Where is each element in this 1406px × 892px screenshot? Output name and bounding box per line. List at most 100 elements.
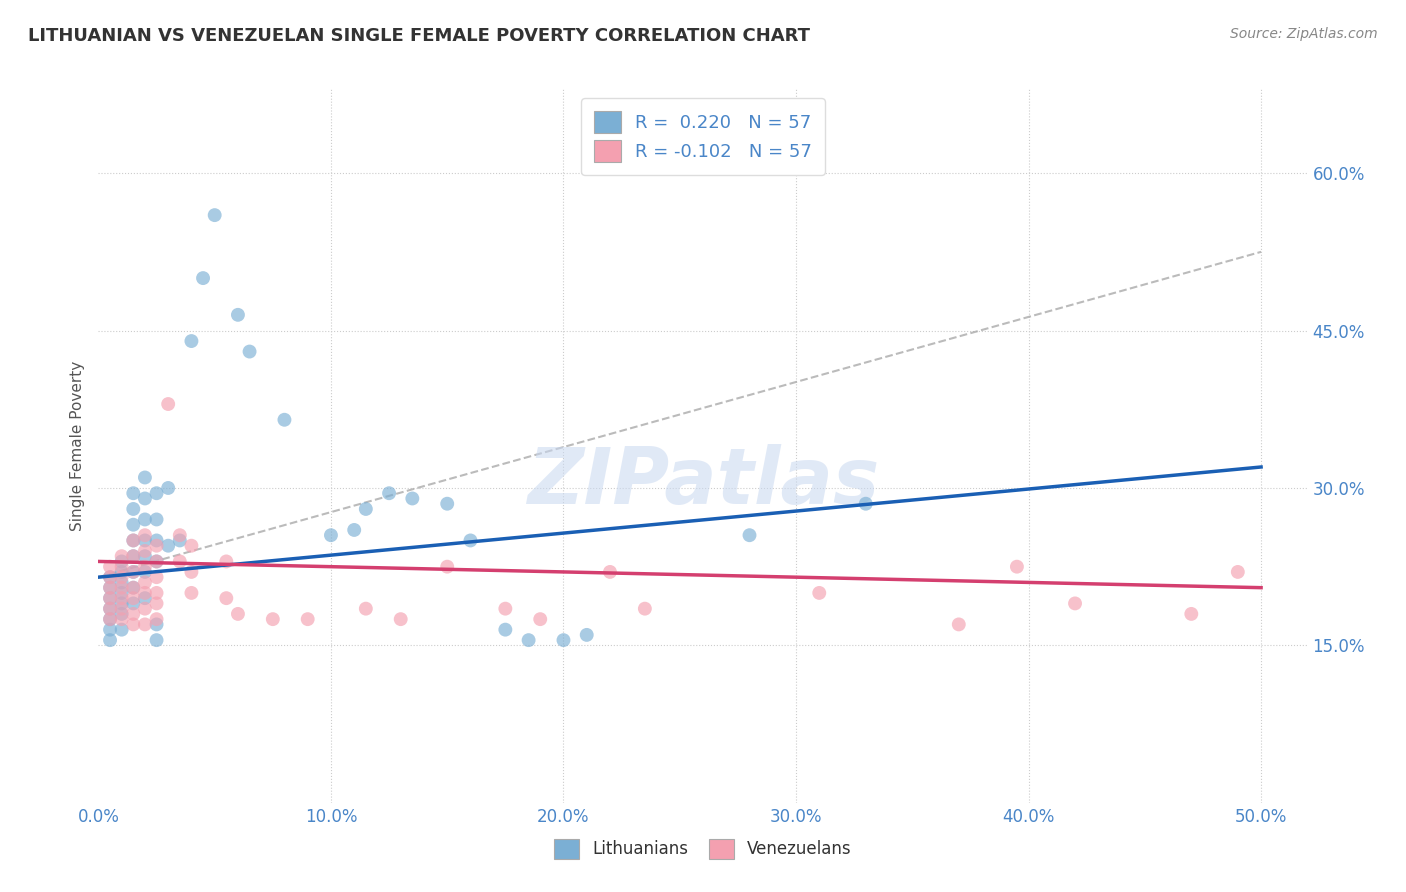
Point <box>122 486 145 500</box>
Point <box>98 570 121 584</box>
Point <box>122 607 145 621</box>
Point <box>98 633 121 648</box>
Point <box>122 549 145 564</box>
Point <box>808 586 831 600</box>
Point <box>145 533 167 548</box>
Point <box>145 539 167 553</box>
Point <box>517 633 540 648</box>
Point <box>134 528 156 542</box>
Point <box>204 208 226 222</box>
Point <box>855 497 877 511</box>
Point <box>145 612 167 626</box>
Point <box>122 581 145 595</box>
Point <box>122 533 145 548</box>
Y-axis label: Single Female Poverty: Single Female Poverty <box>70 361 86 531</box>
Point <box>122 517 145 532</box>
Point <box>169 533 191 548</box>
Point <box>122 565 145 579</box>
Point <box>122 565 145 579</box>
Point <box>169 554 191 568</box>
Point <box>494 623 516 637</box>
Text: Source: ZipAtlas.com: Source: ZipAtlas.com <box>1230 27 1378 41</box>
Point <box>1226 565 1249 579</box>
Point <box>145 633 167 648</box>
Point <box>599 565 621 579</box>
Point <box>111 581 134 595</box>
Point <box>111 591 134 606</box>
Point <box>111 565 134 579</box>
Point <box>134 575 156 590</box>
Point <box>98 601 121 615</box>
Point <box>145 512 167 526</box>
Point <box>145 617 167 632</box>
Point <box>273 413 295 427</box>
Point <box>98 591 121 606</box>
Point <box>145 554 167 568</box>
Point <box>98 612 121 626</box>
Point <box>297 612 319 626</box>
Point <box>1005 559 1028 574</box>
Point <box>215 591 238 606</box>
Point <box>354 601 377 615</box>
Point <box>122 502 145 516</box>
Point <box>134 544 156 558</box>
Point <box>575 628 598 642</box>
Point <box>436 497 458 511</box>
Point <box>98 623 121 637</box>
Point <box>180 565 202 579</box>
Text: ZIPatlas: ZIPatlas <box>527 443 879 520</box>
Point <box>145 570 167 584</box>
Point <box>111 601 134 615</box>
Point <box>111 549 134 564</box>
Point <box>111 607 134 621</box>
Point <box>180 334 202 348</box>
Point <box>215 554 238 568</box>
Point <box>262 612 284 626</box>
Point <box>145 554 167 568</box>
Point <box>738 528 761 542</box>
Point <box>134 601 156 615</box>
Point <box>157 539 180 553</box>
Point <box>111 612 134 626</box>
Point <box>343 523 366 537</box>
Point <box>98 570 121 584</box>
Point <box>98 581 121 595</box>
Point <box>134 617 156 632</box>
Point <box>145 486 167 500</box>
Point <box>436 559 458 574</box>
Point <box>98 559 121 574</box>
Point <box>134 559 156 574</box>
Point <box>98 601 121 615</box>
Point <box>226 308 249 322</box>
Point <box>389 612 412 626</box>
Point <box>1180 607 1202 621</box>
Point <box>191 271 214 285</box>
Point <box>226 607 249 621</box>
Point <box>319 528 342 542</box>
Point <box>134 533 156 548</box>
Point <box>111 570 134 584</box>
Point <box>134 512 156 526</box>
Point <box>122 549 145 564</box>
Point <box>134 565 156 579</box>
Point <box>553 633 575 648</box>
Point <box>145 586 167 600</box>
Point <box>134 491 156 506</box>
Point <box>122 581 145 595</box>
Legend: Lithuanians, Venezuelans: Lithuanians, Venezuelans <box>548 832 858 866</box>
Point <box>98 591 121 606</box>
Point <box>111 575 134 590</box>
Point <box>239 344 262 359</box>
Point <box>122 617 145 632</box>
Point <box>1064 596 1087 610</box>
Point <box>180 539 202 553</box>
Point <box>354 502 377 516</box>
Point <box>169 528 191 542</box>
Point <box>122 596 145 610</box>
Point <box>98 612 121 626</box>
Point <box>634 601 657 615</box>
Point <box>134 470 156 484</box>
Point <box>134 549 156 564</box>
Point <box>157 397 180 411</box>
Point <box>529 612 551 626</box>
